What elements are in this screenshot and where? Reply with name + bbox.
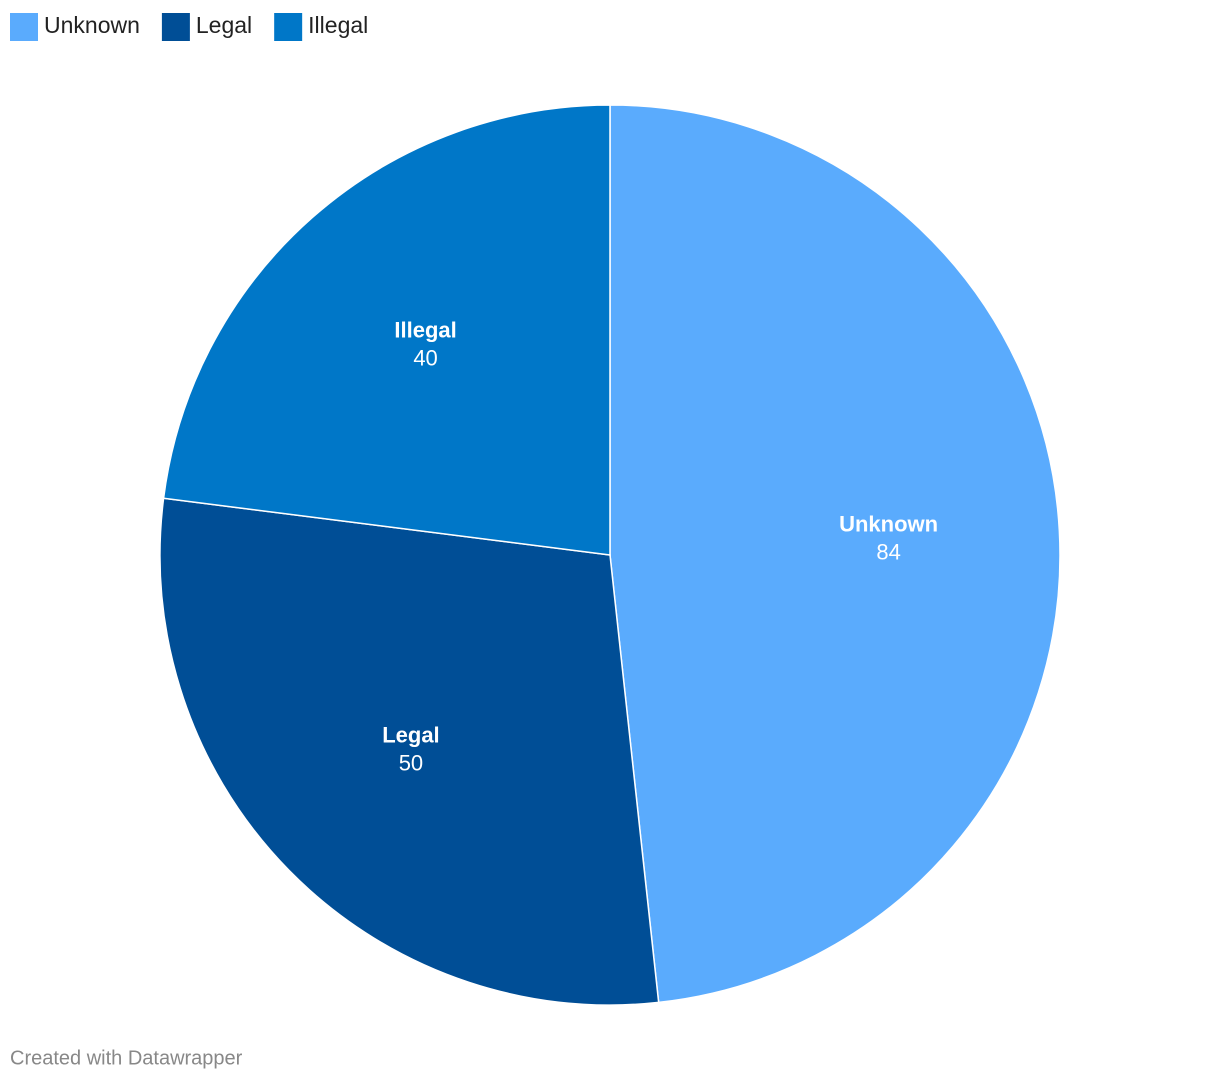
pie-slice: [609, 104, 1061, 1004]
credit: Created with Datawrapper: [10, 1047, 243, 1069]
legend-label: Legal: [196, 12, 252, 38]
pie-slice: [162, 104, 611, 556]
legend-label: Illegal: [308, 12, 368, 38]
legend-swatch: [274, 13, 303, 41]
slice-label: Legal: [382, 722, 439, 747]
legend-swatch: [161, 13, 190, 41]
slice-label: Illegal: [394, 317, 456, 342]
legend-swatch: [10, 13, 38, 41]
slice-value: 50: [399, 750, 423, 775]
pie-slice: [159, 497, 660, 1006]
slice-label: Unknown: [839, 512, 938, 537]
slice-value: 40: [413, 345, 437, 370]
slice-value: 84: [876, 540, 900, 565]
legend-label: Unknown: [44, 12, 140, 38]
